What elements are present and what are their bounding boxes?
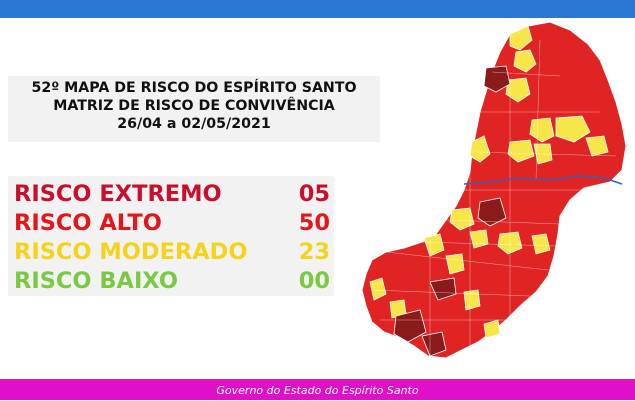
- risk-map: [361, 21, 627, 359]
- moderate-region-vila-valerio: [529, 117, 555, 143]
- moderate-region-governador: [507, 139, 535, 163]
- risk-high-count: 50: [298, 210, 330, 236]
- risk-moderate-count: 23: [298, 239, 330, 265]
- moderate-region-coast-south: [483, 319, 501, 339]
- extreme-region-mimoso: [421, 331, 447, 357]
- moderate-region-afonso: [423, 233, 445, 257]
- moderate-region-ponto-belo: [513, 49, 537, 73]
- risk-high-label: RISCO ALTO: [14, 210, 162, 236]
- risk-low-row: RISCO BAIXO 00: [14, 267, 330, 295]
- risk-low-count: 00: [298, 268, 330, 294]
- risk-extreme-label: RISCO EXTREMO: [14, 181, 222, 207]
- moderate-region-southwest: [369, 277, 387, 301]
- moderate-region-vila-pavao: [505, 77, 531, 103]
- moderate-region-jaguare: [555, 115, 591, 143]
- moderate-region-sooretama: [585, 135, 609, 157]
- title-box: 52º MAPA DE RISCO DO ESPÍRITO SANTO MATR…: [8, 76, 380, 142]
- risk-low-label: RISCO BAIXO: [14, 268, 178, 294]
- extreme-region-brejetuba: [429, 277, 457, 301]
- moderate-region-cachoeiro: [463, 289, 481, 311]
- risk-legend: RISCO EXTREMO 05 RISCO ALTO 50 RISCO MOD…: [8, 176, 334, 296]
- footer-text: Governo do Estado do Espírito Santo: [216, 384, 419, 397]
- top-bar: [0, 0, 635, 18]
- moderate-region-north: [509, 25, 533, 51]
- moderate-region-pancas: [469, 135, 491, 163]
- municipal-borders: [371, 39, 617, 356]
- risk-moderate-label: RISCO MODERADO: [14, 239, 248, 265]
- risk-high-row: RISCO ALTO 50: [14, 209, 330, 237]
- title-line-2: MATRIZ DE RISCO DE CONVIVÊNCIA: [53, 98, 335, 114]
- title-line-1: 52º MAPA DE RISCO DO ESPÍRITO SANTO: [31, 80, 357, 96]
- risk-extreme-row: RISCO EXTREMO 05: [14, 180, 330, 208]
- extreme-region-guacui: [393, 309, 427, 343]
- risk-moderate-row: RISCO MODERADO 23: [14, 238, 330, 266]
- footer-bar: Governo do Estado do Espírito Santo: [0, 379, 635, 400]
- rio-doce-river: [463, 175, 623, 185]
- risk-extreme-count: 05: [298, 181, 330, 207]
- title-line-3: 26/04 a 02/05/2021: [117, 116, 271, 132]
- moderate-region-serra: [531, 233, 551, 255]
